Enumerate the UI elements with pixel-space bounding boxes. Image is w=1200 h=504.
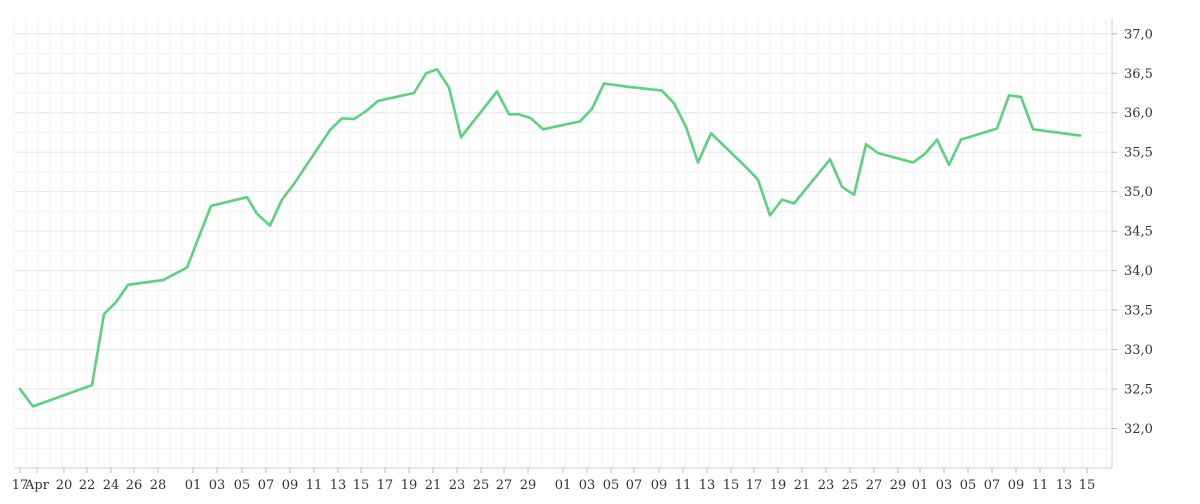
y-tick-label: 36,0 bbox=[1124, 106, 1153, 121]
x-tick-label: 17 bbox=[377, 478, 394, 493]
x-tick-label: 21 bbox=[425, 478, 442, 493]
x-tick-label: 19 bbox=[770, 478, 787, 493]
x-tick-label: 25 bbox=[473, 478, 490, 493]
x-tick-label: 20 bbox=[56, 478, 73, 493]
x-tick-label: 19 bbox=[401, 478, 418, 493]
x-tick-label: 01 bbox=[555, 478, 572, 493]
x-tick-label: 11 bbox=[675, 478, 692, 493]
x-tick-label: 05 bbox=[960, 478, 977, 493]
series bbox=[18, 68, 1082, 408]
x-tick-label: 09 bbox=[1008, 478, 1025, 493]
y-tick-label: 33,5 bbox=[1124, 304, 1153, 319]
x-tick-label: 25 bbox=[842, 478, 859, 493]
x-tick-label: 29 bbox=[890, 478, 907, 493]
x-tick-label: 09 bbox=[282, 478, 299, 493]
series-line bbox=[18, 68, 1082, 408]
y-tick-label: 33,0 bbox=[1124, 343, 1153, 358]
x-tick-label: 13 bbox=[699, 478, 716, 493]
x-tick-label: 03 bbox=[936, 478, 953, 493]
x-tick-label: 03 bbox=[209, 478, 226, 493]
y-tick-label: 35,0 bbox=[1124, 185, 1153, 200]
x-tick-label: 27 bbox=[496, 478, 513, 493]
x-tick-label: 01 bbox=[185, 478, 202, 493]
x-tick-label: 28 bbox=[150, 478, 167, 493]
x-tick-label: 03 bbox=[579, 478, 596, 493]
y-tick-label: 34,5 bbox=[1124, 225, 1153, 240]
y-tick-label: 35,5 bbox=[1124, 146, 1153, 161]
x-tick-label: 13 bbox=[1056, 478, 1073, 493]
x-tick-label: 07 bbox=[984, 478, 1001, 493]
axes: 32,0 32,5 33,0 33,5 34,0 34,5 35,0 35,5 36,0 36,5… bbox=[12, 18, 1153, 493]
x-tick-label: 09 bbox=[651, 478, 668, 493]
x-tick-label: 07 bbox=[258, 478, 275, 493]
x-tick-label: 26 bbox=[126, 478, 143, 493]
x-tick-label: 21 bbox=[794, 478, 811, 493]
x-tick-label: 15 bbox=[723, 478, 740, 493]
x-tick-label: 27 bbox=[866, 478, 883, 493]
x-tick-label: 05 bbox=[234, 478, 251, 493]
x-tick-label: 22 bbox=[79, 478, 96, 493]
x-tick-label: 17 bbox=[12, 478, 29, 493]
x-tick-label: 17 bbox=[746, 478, 763, 493]
x-tick-label: 13 bbox=[330, 478, 347, 493]
y-tick-label: 37,0 bbox=[1124, 27, 1153, 42]
x-tick-label: 07 bbox=[626, 478, 643, 493]
x-tick-label: 11 bbox=[306, 478, 323, 493]
x-tick-label: 15 bbox=[353, 478, 370, 493]
x-tick-label: 05 bbox=[603, 478, 620, 493]
x-tick-label: 11 bbox=[1032, 478, 1049, 493]
y-tick-label: 36,5 bbox=[1124, 67, 1153, 82]
x-tick-label: 29 bbox=[520, 478, 537, 493]
x-tick-label: 23 bbox=[818, 478, 835, 493]
x-tick-label: 15 bbox=[1079, 478, 1096, 493]
y-tick-label: 32,0 bbox=[1124, 422, 1153, 437]
x-tick-label: 24 bbox=[103, 478, 120, 493]
grid bbox=[13, 18, 1112, 468]
y-tick-label: 32,5 bbox=[1124, 383, 1153, 398]
x-tick-label: Apr bbox=[24, 478, 50, 493]
x-tick-label: 01 bbox=[912, 478, 929, 493]
y-tick-label: 34,0 bbox=[1124, 264, 1153, 279]
x-tick-label: 23 bbox=[449, 478, 466, 493]
